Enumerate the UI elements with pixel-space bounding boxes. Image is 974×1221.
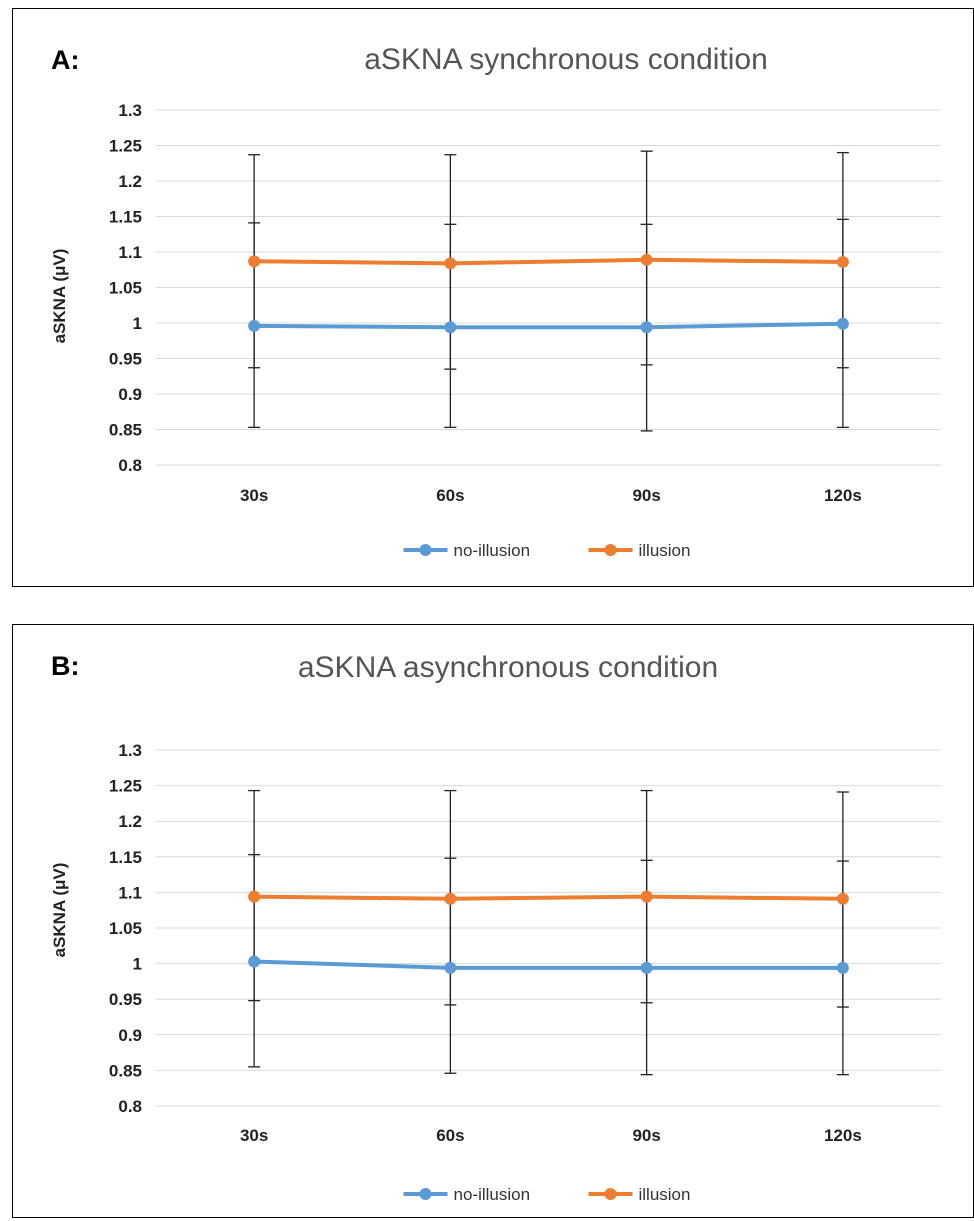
chart-title: aSKNA asynchronous condition — [298, 651, 718, 684]
y-tick-label: 1.1 — [118, 883, 142, 902]
y-tick-label: 0.9 — [118, 1026, 142, 1045]
data-point — [444, 321, 457, 334]
legend-marker — [604, 1188, 617, 1200]
y-tick-label: 1.15 — [109, 848, 142, 867]
y-tick-label: 1.3 — [118, 101, 142, 120]
y-tick-label: 0.8 — [118, 1097, 142, 1116]
y-tick-label: 1.05 — [109, 279, 142, 298]
data-point — [248, 319, 261, 332]
legend-label: illusion — [639, 541, 691, 560]
x-tick-label: 30s — [240, 1126, 268, 1145]
y-tick-label: 1 — [133, 314, 142, 333]
data-point — [444, 961, 457, 974]
y-tick-label: 1.25 — [109, 777, 142, 796]
y-tick-label: 1.1 — [118, 243, 142, 262]
chart-b-svg: B: aSKNA asynchronous condition aSKNA (μ… — [50, 651, 941, 1204]
panel-label: A: — [51, 45, 80, 75]
legend: no-illusion illusion — [403, 541, 691, 560]
data-point — [248, 890, 261, 903]
x-tick-label: 60s — [436, 486, 464, 505]
x-tick-label: 120s — [824, 486, 862, 505]
data-point — [640, 890, 653, 903]
data-point — [836, 255, 849, 268]
y-tick-label: 1.25 — [109, 137, 142, 156]
y-tick-label: 0.95 — [109, 350, 142, 369]
y-tick-label: 0.95 — [109, 990, 142, 1009]
data-point — [444, 257, 457, 270]
data-point — [836, 317, 849, 330]
x-tick-label: 90s — [632, 486, 660, 505]
chart-panel-b: B: aSKNA asynchronous condition aSKNA (μ… — [12, 624, 974, 1218]
data-point — [640, 961, 653, 974]
plot-area: 0.8 0.85 0.9 0.95 1 1.05 1.1 1.15 1.2 1.25 1.3 30s 6… — [109, 101, 941, 505]
chart-title: aSKNA synchronous condition — [364, 43, 768, 76]
y-tick-label: 1.2 — [118, 812, 142, 831]
y-tick-label: 1.05 — [109, 919, 142, 938]
y-axis-label: aSKNA (μV) — [50, 863, 69, 958]
legend-marker — [604, 544, 617, 556]
series-line — [254, 257, 843, 266]
legend-marker — [419, 1188, 432, 1200]
y-tick-label: 0.8 — [118, 456, 142, 475]
legend-label: no-illusion — [454, 1185, 531, 1204]
panel-label: B: — [51, 651, 80, 681]
x-tick-label: 30s — [240, 486, 268, 505]
y-tick-label: 1.15 — [109, 208, 142, 227]
x-tick-label: 90s — [632, 1126, 660, 1145]
chart-a-svg: A: aSKNA synchronous condition aSKNA (μV… — [50, 43, 941, 560]
chart-panel-a: A: aSKNA synchronous condition aSKNA (μV… — [12, 8, 974, 587]
y-tick-label: 0.9 — [118, 385, 142, 404]
data-point — [640, 321, 653, 334]
data-point — [248, 955, 261, 968]
series-line — [254, 894, 843, 901]
y-tick-label: 0.85 — [109, 421, 142, 440]
series-line — [254, 959, 843, 970]
data-point — [836, 961, 849, 974]
data-point — [444, 892, 457, 905]
legend: no-illusion illusion — [403, 1185, 691, 1204]
y-tick-label: 1 — [133, 955, 142, 974]
legend-marker — [419, 544, 432, 556]
legend-label: illusion — [639, 1185, 691, 1204]
data-point — [640, 253, 653, 266]
legend-label: no-illusion — [454, 541, 531, 560]
x-tick-label: 120s — [824, 1126, 862, 1145]
y-axis-label: aSKNA (μV) — [50, 249, 69, 344]
data-point — [836, 892, 849, 905]
data-point — [248, 255, 261, 268]
y-tick-label: 1.3 — [118, 741, 142, 760]
series-line — [254, 321, 843, 330]
y-tick-label: 1.2 — [118, 172, 142, 191]
x-tick-label: 60s — [436, 1126, 464, 1145]
plot-area: 0.8 0.85 0.9 0.95 1 1.05 1.1 1.15 1.2 1.25 1.3 30s 6… — [109, 741, 941, 1145]
y-tick-label: 0.85 — [109, 1061, 142, 1080]
